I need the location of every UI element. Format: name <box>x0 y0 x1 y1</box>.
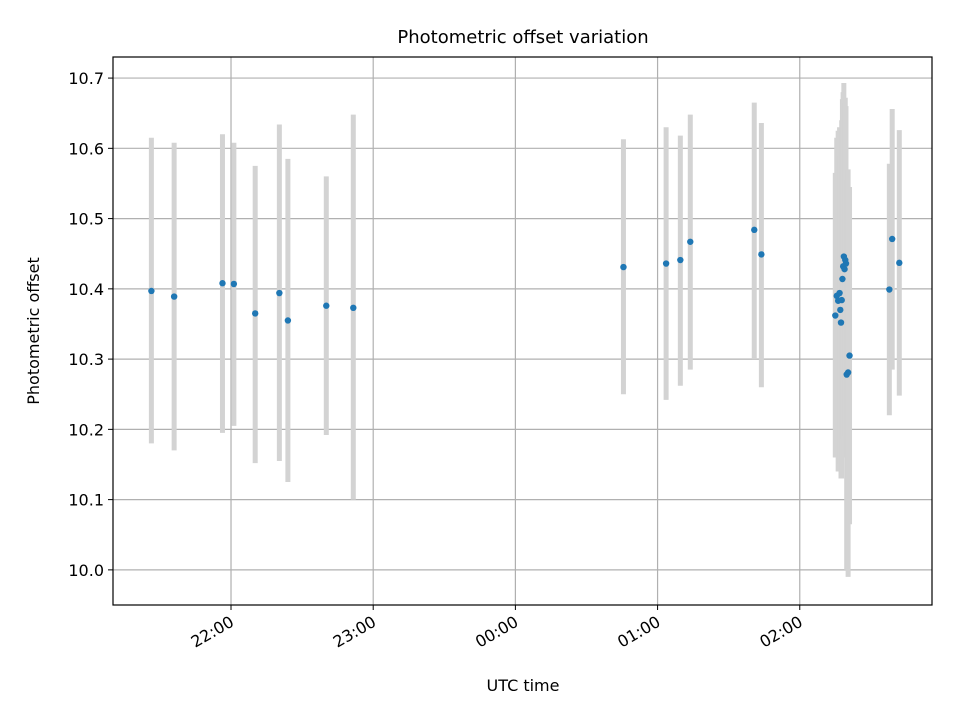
grid <box>113 57 932 605</box>
data-points <box>148 226 903 378</box>
data-point <box>170 293 178 300</box>
data-point <box>842 260 850 267</box>
data-point <box>846 352 853 359</box>
plot-frame <box>112 56 933 606</box>
y-tick-label: 10.4 <box>68 280 104 299</box>
data-point <box>886 286 893 293</box>
y-tick-label: 10.7 <box>68 69 104 88</box>
data-point <box>148 287 155 295</box>
chart-title: Photometric offset variation <box>397 27 648 48</box>
data-point <box>219 280 226 287</box>
data-point <box>844 369 852 376</box>
data-point <box>620 263 627 271</box>
data-point <box>323 302 330 309</box>
data-point <box>276 289 283 297</box>
data-point <box>841 265 848 273</box>
x-axis-label: UTC time <box>487 676 560 695</box>
data-point <box>758 251 765 258</box>
y-axis-label: Photometric offset <box>24 257 43 405</box>
y-axis: 10.0 10.1 10.2 10.3 10.4 10.5 10.6 10.7 <box>68 69 113 580</box>
data-point <box>836 289 843 297</box>
data-point <box>837 319 845 326</box>
data-point <box>230 280 238 288</box>
data-point <box>838 296 845 304</box>
data-point <box>677 256 684 264</box>
data-point <box>687 238 694 245</box>
data-point <box>662 260 670 267</box>
y-tick-label: 10.3 <box>68 350 104 369</box>
data-point <box>839 275 846 283</box>
data-point <box>284 317 292 324</box>
data-point <box>837 306 844 314</box>
data-point <box>350 304 357 312</box>
y-tick-label: 10.1 <box>68 491 104 510</box>
y-tick-label: 10.0 <box>68 561 104 580</box>
data-point <box>888 235 896 243</box>
data-point <box>896 259 903 267</box>
data-point <box>751 226 758 234</box>
y-tick-label: 10.5 <box>68 210 104 229</box>
data-point <box>251 310 259 317</box>
data-point <box>832 312 839 319</box>
y-tick-label: 10.2 <box>68 420 104 439</box>
y-tick-label: 10.6 <box>68 139 104 158</box>
